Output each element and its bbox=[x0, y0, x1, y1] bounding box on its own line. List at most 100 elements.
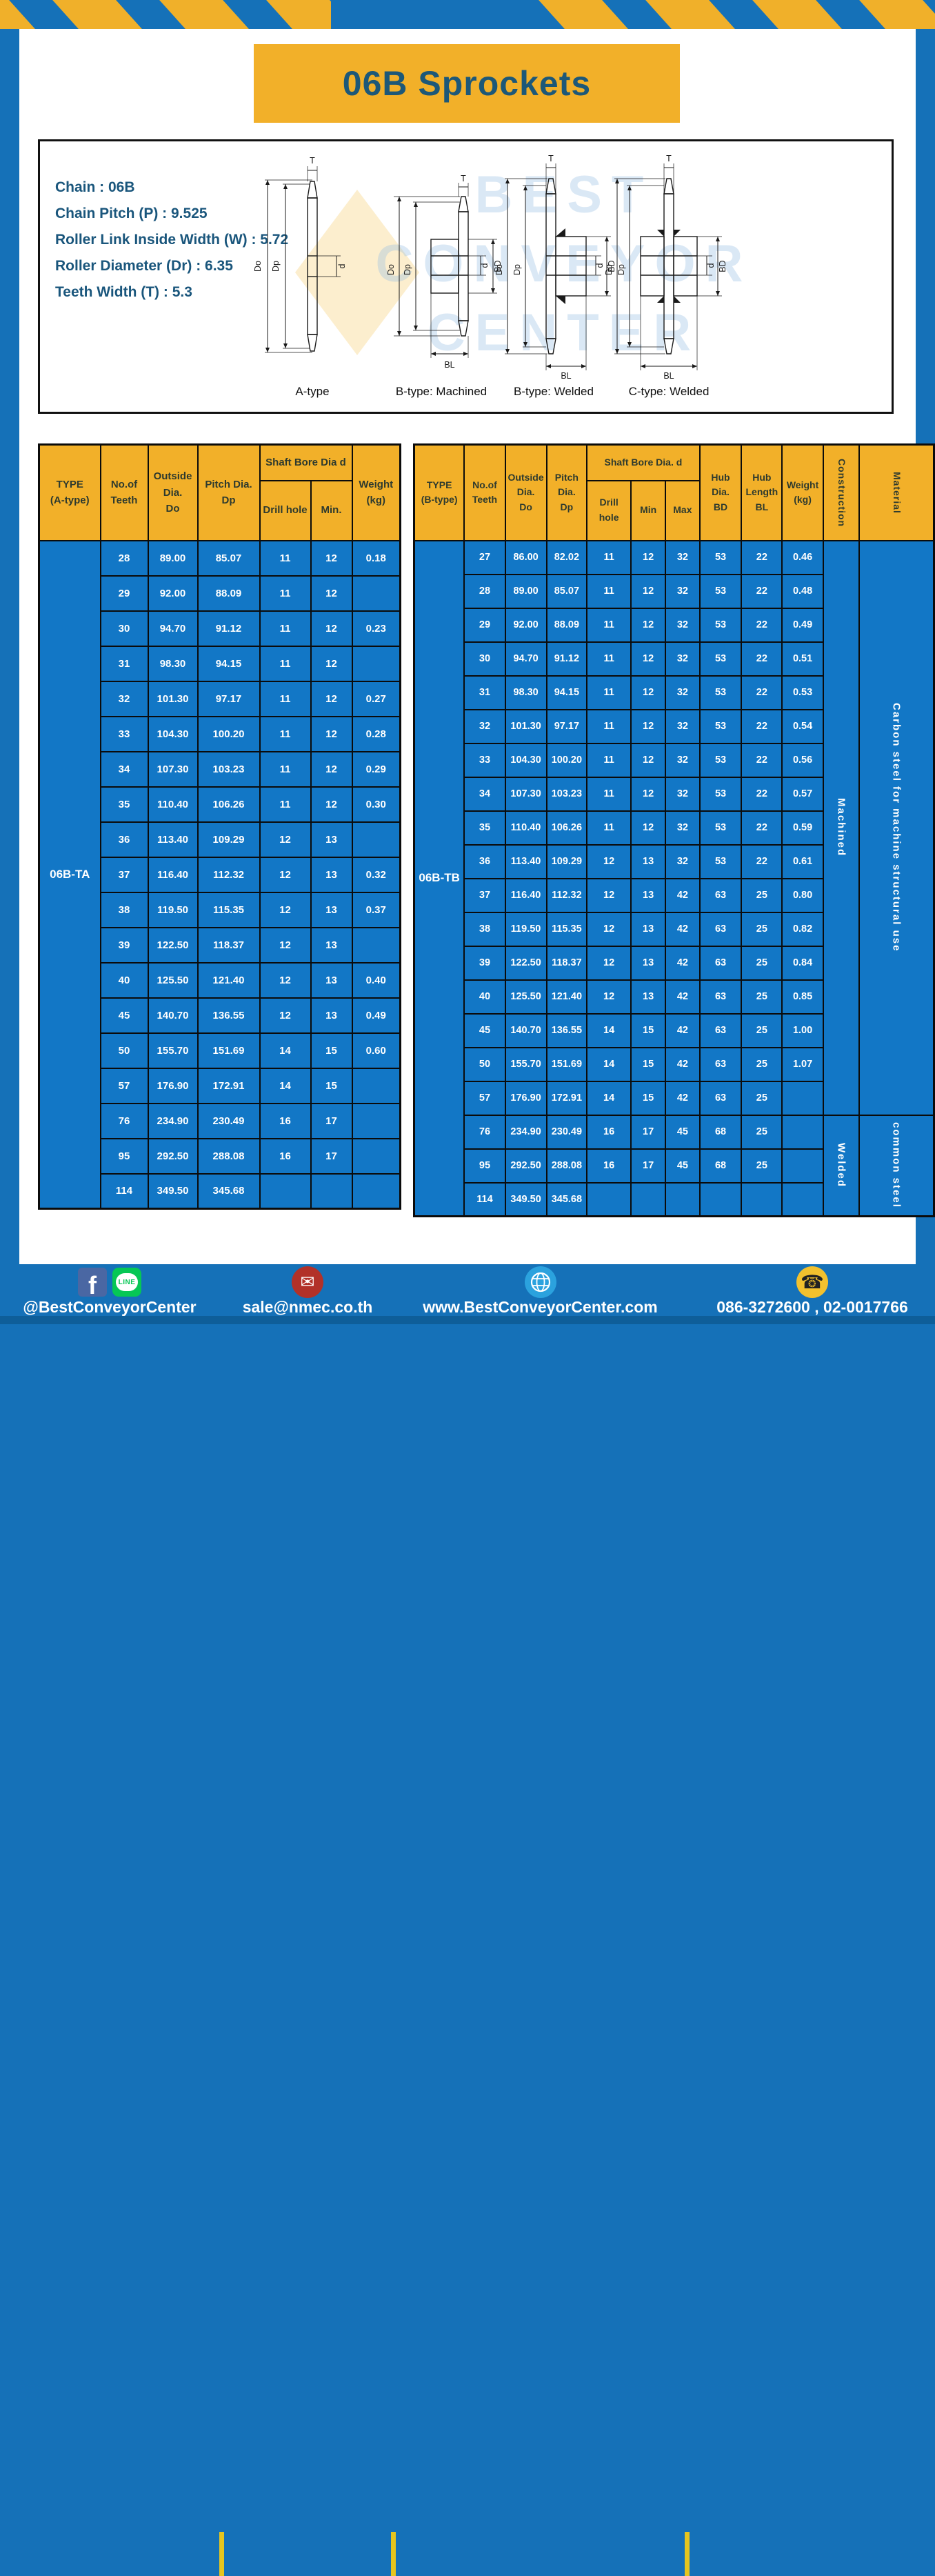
table-cell: 12 bbox=[310, 645, 353, 682]
table-b-header: TYPE (B-type) No.of Teeth Outside Dia. D… bbox=[413, 443, 935, 541]
table-cell: 292.50 bbox=[147, 1137, 199, 1175]
table-cell: 32 bbox=[665, 776, 701, 812]
table-cell: 15 bbox=[630, 1012, 667, 1048]
diagram-caption: A-type bbox=[295, 385, 330, 398]
footer-website-icons bbox=[524, 1266, 556, 1298]
footer-email-section: ✉ sale@nmec.co.th bbox=[224, 1266, 391, 1317]
table-cell: 0.82 bbox=[781, 911, 824, 947]
table-cell: 12 bbox=[586, 877, 632, 913]
table-cell: 112.32 bbox=[197, 856, 261, 893]
table-cell: 88.09 bbox=[197, 575, 261, 612]
table-cell: 31 bbox=[463, 675, 506, 710]
table-cell: 13 bbox=[630, 945, 667, 981]
diagram-caption: C-type: Welded bbox=[628, 385, 710, 398]
col-header-pitch-dia: Pitch Dia. Dp bbox=[545, 443, 588, 541]
table-cell: 15 bbox=[310, 1067, 353, 1104]
table-cell: 42 bbox=[665, 945, 701, 981]
table-cell: 63 bbox=[698, 979, 743, 1015]
table-row: 06B-TB 27 86.00 82.02 11 12 32 53 22 0.46 Machined… bbox=[413, 539, 935, 1217]
table-cell: 63 bbox=[698, 911, 743, 947]
table-cell: 14 bbox=[586, 1012, 632, 1048]
table-cell: 125.50 bbox=[504, 979, 547, 1015]
hazard-stripes-right bbox=[538, 0, 935, 29]
sprocket-drawing-b-welded: T Do Dp d BD BL bbox=[494, 154, 616, 381]
table-cell: 118.37 bbox=[197, 926, 261, 963]
table-cell: 57 bbox=[463, 1080, 506, 1116]
table-cell: 16 bbox=[586, 1114, 632, 1150]
table-cell bbox=[665, 1181, 701, 1217]
table-cell: 0.49 bbox=[781, 607, 824, 643]
table-cell: 11 bbox=[586, 675, 632, 710]
table-cell: 95 bbox=[463, 1148, 506, 1184]
table-cell: 11 bbox=[259, 610, 312, 647]
table-cell: 14 bbox=[259, 1067, 312, 1104]
table-row: 114 349.50 345.68 bbox=[39, 1172, 401, 1210]
table-cell: 42 bbox=[665, 1012, 701, 1048]
table-cell: 25 bbox=[741, 1114, 783, 1150]
table-cell: 11 bbox=[586, 641, 632, 677]
table-cell: 109.29 bbox=[197, 821, 261, 858]
table-cell: 140.70 bbox=[147, 997, 199, 1034]
table-cell: 0.56 bbox=[781, 742, 824, 778]
hazard-stripe bbox=[745, 0, 849, 29]
table-row: 76 234.90 230.49 16 17 bbox=[39, 1102, 401, 1139]
table-cell: 103.23 bbox=[545, 776, 588, 812]
table-cell: 22 bbox=[741, 708, 783, 744]
table-cell: 12 bbox=[259, 856, 312, 893]
spec-line: Teeth Width (T) : 5.3 bbox=[55, 284, 192, 300]
span-cell: common steel bbox=[858, 1114, 935, 1217]
table-cell: 0.27 bbox=[351, 680, 401, 717]
table-cell: 22 bbox=[741, 573, 783, 609]
table-cell: 116.40 bbox=[147, 856, 199, 893]
table-cell bbox=[781, 1148, 824, 1184]
table-cell: 25 bbox=[741, 1148, 783, 1184]
table-cell: 33 bbox=[99, 715, 149, 752]
table-cell: 94.15 bbox=[545, 675, 588, 710]
diagram-caption: B-type: Welded bbox=[514, 385, 594, 398]
table-cell: 13 bbox=[310, 856, 353, 893]
table-cell bbox=[781, 1114, 824, 1150]
table-cell bbox=[586, 1181, 632, 1217]
line-icon: LINE bbox=[112, 1268, 141, 1297]
table-cell: 32 bbox=[463, 708, 506, 744]
table-row: 35 110.40 106.26 11 12 0.30 bbox=[39, 786, 401, 823]
col-header-pitch-dia: Pitch Dia. Dp bbox=[197, 443, 261, 541]
table-cell: 114 bbox=[463, 1181, 506, 1217]
table-cell: 11 bbox=[586, 539, 632, 575]
table-cell: 94.70 bbox=[504, 641, 547, 677]
table-cell: 36 bbox=[99, 821, 149, 858]
table-cell: 176.90 bbox=[504, 1080, 547, 1116]
table-cell: 104.30 bbox=[147, 715, 199, 752]
table-cell: 22 bbox=[741, 810, 783, 846]
col-header-outside-dia: Outside Dia. Do bbox=[504, 443, 547, 541]
diagram-b-type-machined: T Do Dp d BD BL B-type: Machined bbox=[376, 152, 507, 399]
table-cell: 101.30 bbox=[147, 680, 199, 717]
table-cell: 32 bbox=[665, 607, 701, 643]
footer-divider bbox=[685, 2532, 690, 2576]
table-cell: 12 bbox=[259, 926, 312, 963]
table-cell: 32 bbox=[665, 539, 701, 575]
table-row: 29 92.00 88.09 11 12 32 53 22 0.49 bbox=[414, 607, 934, 643]
table-cell: 28 bbox=[463, 573, 506, 609]
table-cell: 230.49 bbox=[545, 1114, 588, 1150]
dim-label-bd: BD bbox=[493, 260, 503, 272]
table-cell: 140.70 bbox=[504, 1012, 547, 1048]
table-cell: 113.40 bbox=[504, 843, 547, 879]
table-cell: 106.26 bbox=[197, 786, 261, 823]
dim-label-bl: BL bbox=[444, 360, 454, 370]
col-header-drill-hole: Drill hole bbox=[586, 479, 632, 541]
table-cell: 12 bbox=[630, 641, 667, 677]
dim-label-bl: BL bbox=[561, 371, 571, 380]
table-cell: 0.32 bbox=[351, 856, 401, 893]
col-header-type: TYPE (B-type) bbox=[413, 443, 465, 541]
table-cell bbox=[259, 1172, 312, 1210]
table-cell: 34 bbox=[463, 776, 506, 812]
dim-label-d: d bbox=[706, 263, 716, 268]
table-cell: 16 bbox=[586, 1148, 632, 1184]
table-cell: 36 bbox=[463, 843, 506, 879]
table-cell: 14 bbox=[586, 1046, 632, 1082]
table-cell: 0.46 bbox=[781, 539, 824, 575]
table-cell: 76 bbox=[99, 1102, 149, 1139]
title-banner: 06B Sprockets bbox=[254, 44, 680, 123]
table-cell: 32 bbox=[665, 742, 701, 778]
